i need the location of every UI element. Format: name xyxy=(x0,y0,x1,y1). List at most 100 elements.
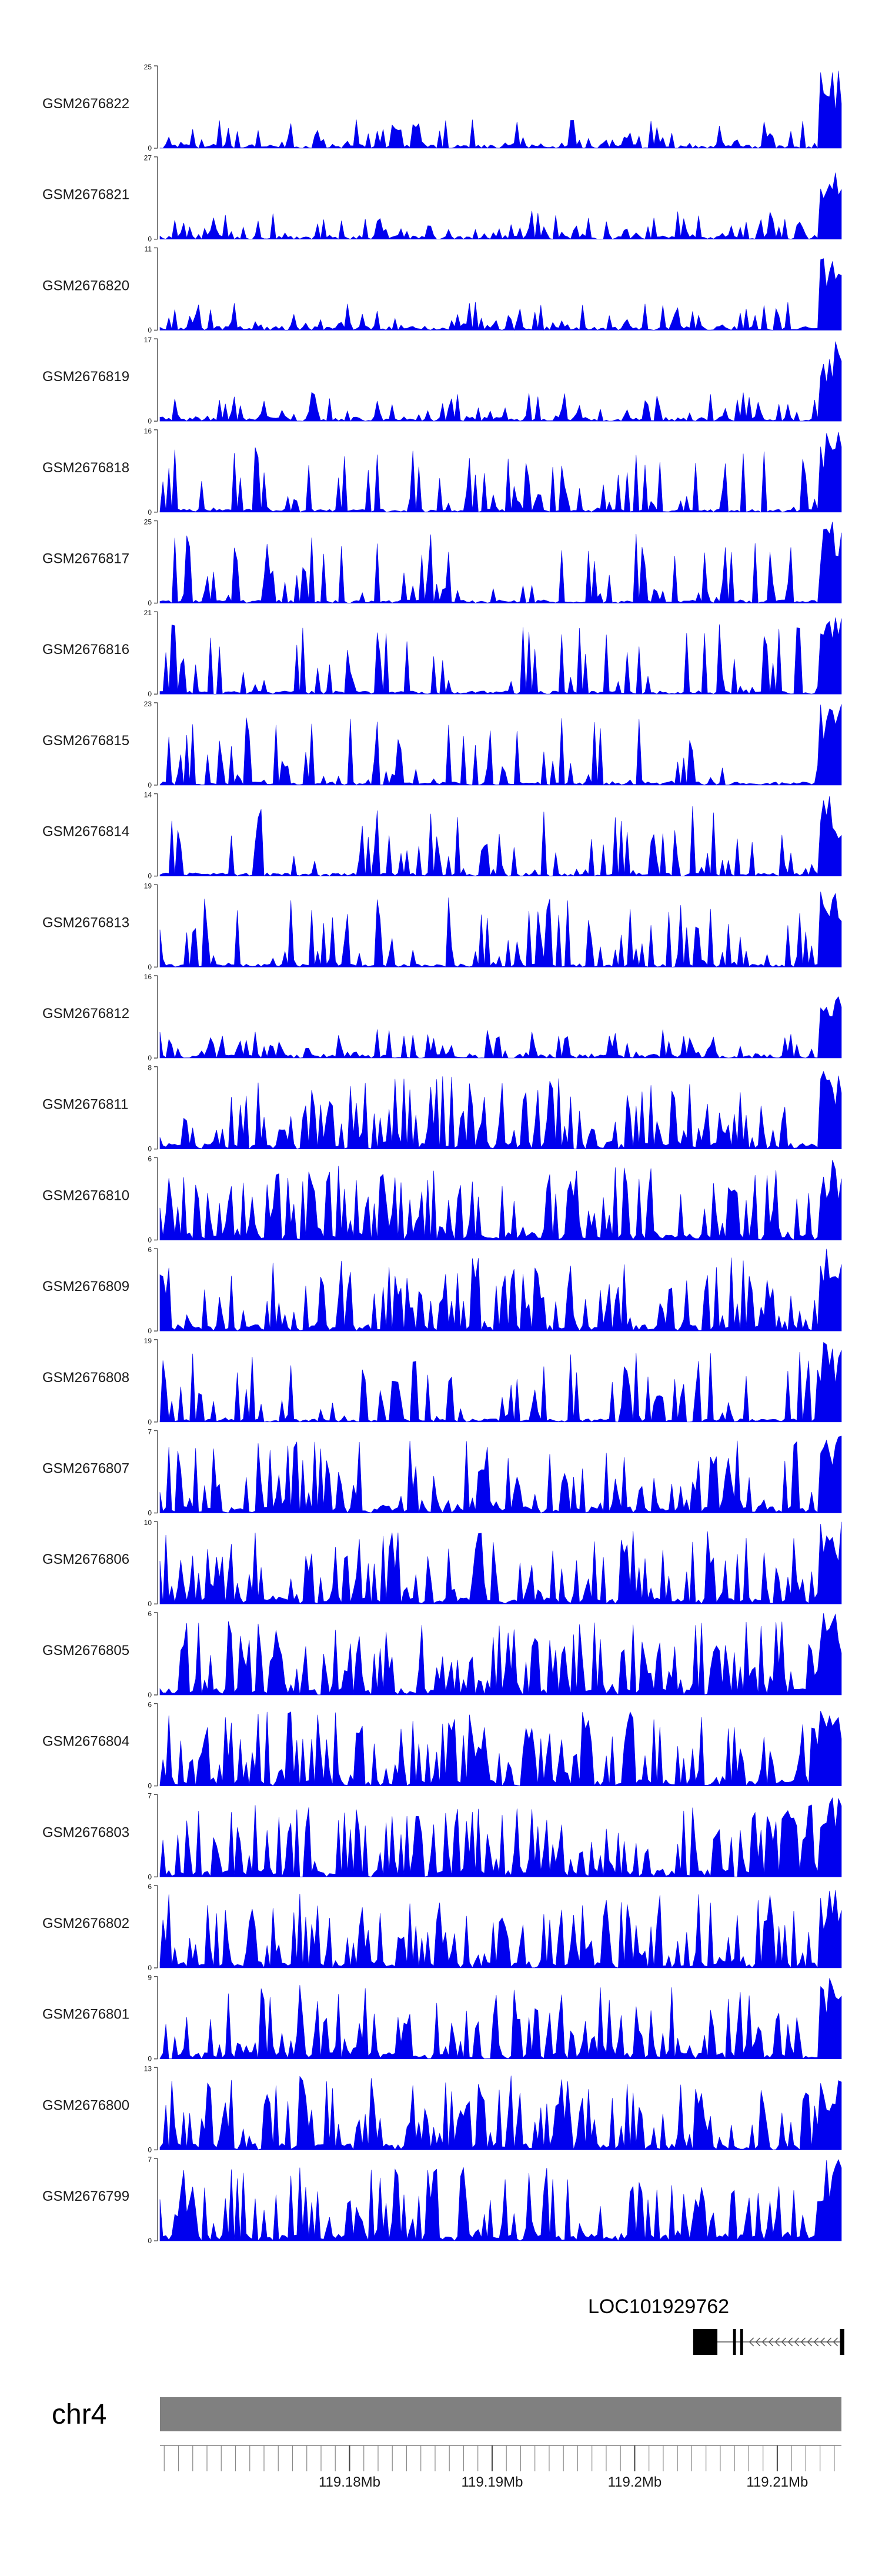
y-max-label: 7 xyxy=(148,2155,152,2164)
y-max-label: 25 xyxy=(144,518,152,526)
strand-arrow xyxy=(794,2337,800,2347)
signal-area xyxy=(159,522,842,603)
y-max-label: 13 xyxy=(144,2064,152,2073)
signal-area xyxy=(159,796,842,877)
signal-area xyxy=(159,1797,842,1877)
chromosome-label: chr4 xyxy=(52,2399,106,2430)
track-label: GSM2676801 xyxy=(42,2007,129,2023)
strand-arrow xyxy=(787,2337,793,2347)
track-label: GSM2676817 xyxy=(42,551,129,567)
y-max-label: 21 xyxy=(144,609,152,617)
track-GSM2676810: GSM2676810 6 0 xyxy=(42,1154,842,1244)
y-min-label: 0 xyxy=(148,1873,152,1881)
track-label: GSM2676811 xyxy=(42,1097,128,1113)
track-label: GSM2676807 xyxy=(42,1461,129,1477)
strand-arrow xyxy=(749,2337,754,2347)
y-min-label: 0 xyxy=(148,2055,152,2063)
track-label: GSM2676815 xyxy=(42,733,129,749)
signal-area xyxy=(159,172,842,240)
y-max-label: 6 xyxy=(148,1701,152,1709)
strand-arrow xyxy=(833,2337,838,2347)
y-min-label: 0 xyxy=(148,144,152,152)
y-max-label: 11 xyxy=(145,245,152,253)
track-label: GSM2676808 xyxy=(42,1370,129,1386)
signal-area xyxy=(159,2159,842,2241)
chromosome-ideogram xyxy=(160,2397,841,2431)
exon xyxy=(840,2329,844,2355)
y-min-label: 0 xyxy=(148,963,152,971)
y-max-label: 6 xyxy=(148,1246,152,1254)
track-GSM2676805: GSM2676805 6 0 xyxy=(42,1610,842,1699)
y-max-label: 16 xyxy=(144,427,152,435)
y-min-label: 0 xyxy=(148,1418,152,1426)
signal-area xyxy=(159,704,842,786)
y-min-label: 0 xyxy=(148,1964,152,1972)
y-max-label: 14 xyxy=(144,791,152,799)
axis-tick-label: 119.18Mb xyxy=(319,2474,380,2490)
y-min-label: 0 xyxy=(148,781,152,789)
signal-area xyxy=(159,1436,842,1513)
y-max-label: 19 xyxy=(144,1337,152,1345)
track-label: GSM2676803 xyxy=(42,1824,129,1840)
y-max-label: 19 xyxy=(144,882,152,890)
y-max-label: 10 xyxy=(144,1519,152,1527)
track-GSM2676818: GSM2676818 16 0 xyxy=(42,427,842,516)
track-label: GSM2676804 xyxy=(42,1734,129,1750)
y-min-label: 0 xyxy=(148,1054,152,1062)
strand-arrow xyxy=(813,2337,819,2347)
y-min-label: 0 xyxy=(148,326,152,334)
strand-arrow xyxy=(761,2337,767,2347)
track-label: GSM2676809 xyxy=(42,1279,129,1294)
strand-arrow xyxy=(774,2337,780,2347)
signal-area xyxy=(159,617,842,695)
axis-tick-label: 119.19Mb xyxy=(461,2474,523,2490)
y-min-label: 0 xyxy=(148,1327,152,1335)
exon xyxy=(693,2329,718,2355)
signal-area xyxy=(159,1613,842,1696)
y-min-label: 0 xyxy=(148,235,152,243)
y-max-label: 6 xyxy=(148,1154,152,1163)
y-max-label: 7 xyxy=(148,1428,152,1436)
track-label: GSM2676818 xyxy=(42,460,129,476)
track-GSM2676802: GSM2676802 6 0 xyxy=(42,1883,842,1972)
signal-area xyxy=(159,1890,842,1968)
track-label: GSM2676800 xyxy=(42,2097,129,2113)
y-max-label: 9 xyxy=(148,1974,152,1982)
y-max-label: 7 xyxy=(148,1791,152,1800)
y-min-label: 0 xyxy=(148,690,152,698)
signal-area xyxy=(159,1342,842,1423)
genome-axis: 119.18Mb 119.19Mb 119.2Mb 119.21Mb xyxy=(160,2445,841,2490)
axis-tick-label: 119.2Mb xyxy=(608,2474,662,2490)
track-GSM2676813: GSM2676813 19 0 xyxy=(42,882,842,971)
y-min-label: 0 xyxy=(148,1691,152,1699)
track-label: GSM2676822 xyxy=(42,96,129,112)
y-min-label: 0 xyxy=(148,2145,152,2154)
signal-area xyxy=(159,432,842,513)
track-GSM2676812: GSM2676812 16 0 xyxy=(42,973,842,1062)
track-GSM2676816: GSM2676816 21 0 xyxy=(42,609,842,698)
y-min-label: 0 xyxy=(148,1600,152,1608)
track-GSM2676800: GSM2676800 13 0 xyxy=(42,2064,842,2154)
y-max-label: 27 xyxy=(144,154,152,162)
signal-area xyxy=(159,1070,842,1150)
track-label: GSM2676805 xyxy=(42,1643,129,1659)
y-max-label: 6 xyxy=(148,1883,152,1891)
strand-arrow xyxy=(826,2337,832,2347)
track-GSM2676820: GSM2676820 11 0 xyxy=(42,245,842,334)
signal-area xyxy=(159,996,842,1059)
track-label: GSM2676812 xyxy=(42,1006,129,1022)
track-GSM2676809: GSM2676809 6 0 xyxy=(42,1246,842,1335)
axis-tick-label: 119.21Mb xyxy=(746,2474,808,2490)
signal-area xyxy=(159,2076,842,2151)
y-min-label: 0 xyxy=(148,599,152,608)
signal-area xyxy=(159,341,842,422)
track-label: GSM2676810 xyxy=(42,1187,129,1203)
strand-arrow xyxy=(768,2337,774,2347)
track-label: GSM2676820 xyxy=(42,278,129,293)
y-max-label: 23 xyxy=(144,700,152,708)
gene-model xyxy=(693,2329,844,2355)
signal-area xyxy=(159,71,842,149)
y-max-label: 16 xyxy=(144,973,152,981)
signal-area xyxy=(159,1521,842,1604)
gene-name-label: LOC101929762 xyxy=(588,2295,729,2318)
